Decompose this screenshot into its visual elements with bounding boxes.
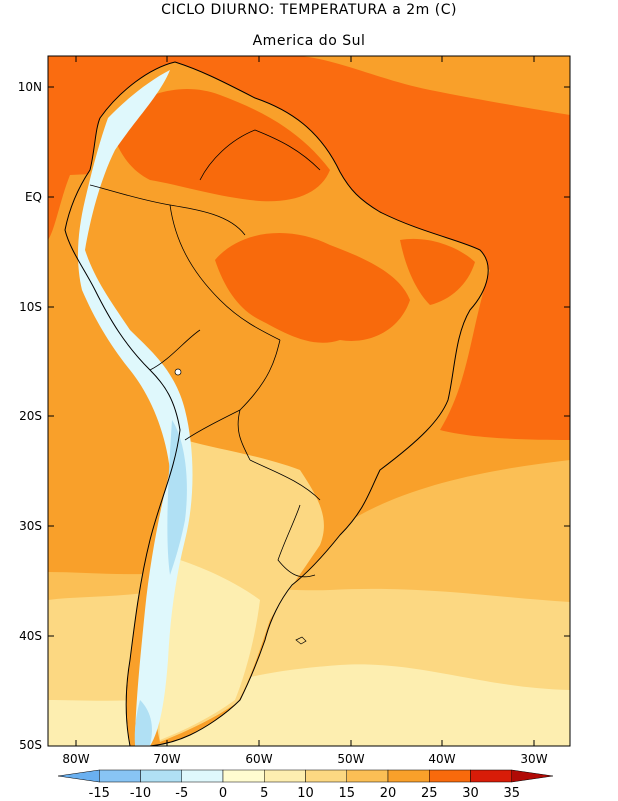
map-title: CICLO DIURNO: TEMPERATURA a 2m (C)	[161, 2, 457, 18]
colorbar-label: 20	[379, 786, 397, 801]
colorbar-swatch	[264, 769, 306, 783]
x-tick-label: 40W	[428, 752, 456, 766]
colorbar-swatch	[346, 769, 389, 783]
x-tick-label: 80W	[62, 752, 90, 766]
y-tick-label: 20S	[19, 409, 42, 423]
y-tick-label: 50S	[19, 738, 42, 752]
colorbar-swatch	[99, 769, 141, 783]
coastline	[64, 61, 489, 746]
land-hot-north	[110, 89, 330, 202]
colorbar-swatch	[305, 769, 347, 783]
map-frame	[47, 55, 571, 747]
andes-colder-2	[134, 700, 152, 745]
colorbar-swatch	[511, 769, 554, 783]
map-subtitle: America do Sul	[252, 33, 366, 49]
y-tick-label: 10S	[19, 300, 42, 314]
colorbar-label: 15	[338, 786, 356, 801]
andes-cold	[78, 70, 193, 746]
colorbar-swatch	[470, 769, 512, 783]
x-ticks	[75, 56, 535, 746]
colorbar-swatch	[222, 769, 265, 783]
colorbar-swatch	[140, 769, 182, 783]
colorbar-label: 0	[218, 786, 228, 801]
colorbar-label: 10	[297, 786, 314, 801]
colorbar-swatch	[387, 769, 430, 783]
land-hot-brazil	[215, 233, 410, 343]
ocean-west-warm	[48, 232, 78, 395]
country-borders	[89, 129, 321, 578]
colorbar-label: -10	[129, 786, 152, 801]
colorbar-label: 5	[260, 786, 269, 801]
x-tick-label: 70W	[153, 752, 181, 766]
x-tick-label: 30W	[520, 752, 548, 766]
x-tick-label: 50W	[337, 752, 365, 766]
x-tick-label: 60W	[245, 752, 273, 766]
y-tick-label: 40S	[19, 629, 42, 643]
falkland-islands	[295, 636, 307, 645]
colorbar-label: -15	[88, 786, 110, 801]
colorbar-swatch	[429, 769, 471, 783]
colorbar-swatch	[181, 769, 224, 783]
y-tick-label: 30S	[19, 519, 42, 533]
y-ticks	[48, 86, 570, 637]
land-cooler-south	[159, 560, 260, 740]
y-tick-label: EQ	[24, 190, 42, 204]
land-hot-ne	[400, 238, 475, 305]
colorbar	[57, 769, 554, 783]
colorbar-label: 35	[503, 786, 521, 801]
colorbar-swatch	[57, 769, 100, 783]
colorbar-label: 30	[462, 786, 479, 801]
colorbar-label: 25	[420, 786, 438, 801]
y-tick-label: 10N	[17, 80, 42, 94]
colorbar-label: -5	[175, 786, 189, 801]
lake-titicaca	[174, 368, 182, 376]
andes-colder	[167, 420, 187, 575]
